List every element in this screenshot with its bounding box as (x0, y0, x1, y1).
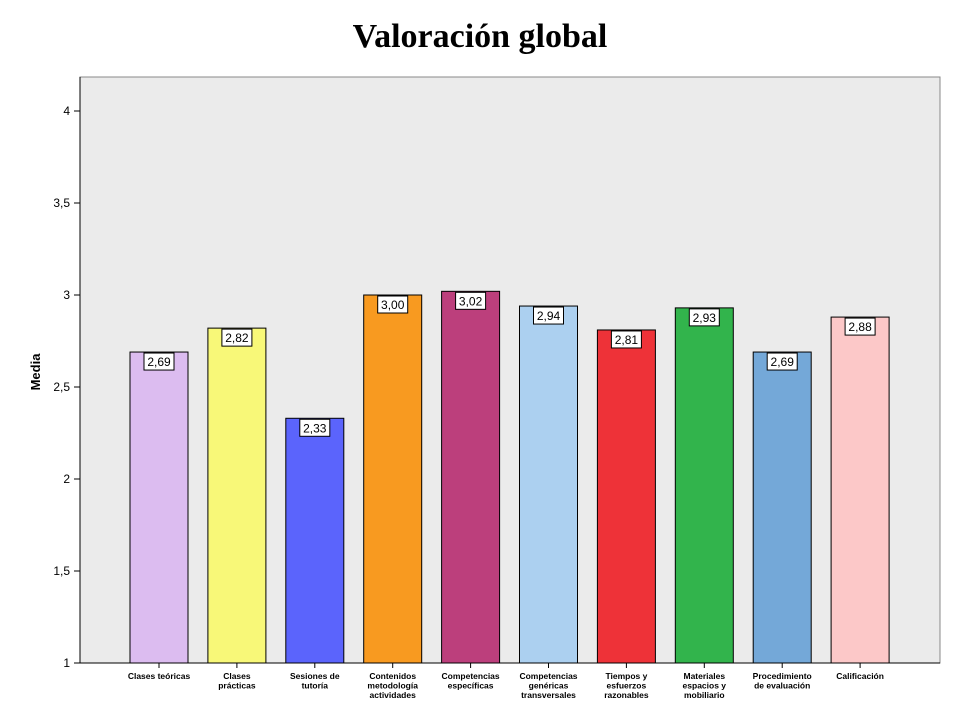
value-label: 2,94 (537, 309, 561, 323)
y-tick-label: 2,5 (53, 380, 70, 394)
value-label-box (299, 418, 331, 437)
bar (830, 316, 890, 664)
value-label: 2,81 (615, 333, 639, 347)
y-tick-label: 3 (63, 288, 70, 302)
value-label: 2,33 (303, 421, 327, 435)
category-label: Sesiones de tutoría (290, 671, 340, 691)
bar (363, 294, 423, 664)
value-label: 2,69 (771, 355, 795, 369)
value-label-box (455, 291, 487, 310)
bar (519, 305, 578, 664)
category-label: Tiempos y esfuerzos razonables (604, 671, 649, 700)
bar (596, 329, 656, 664)
y-axis-label: Media (28, 353, 43, 391)
value-label: 2,88 (848, 320, 872, 334)
value-label-box (844, 317, 876, 336)
y-tick-label: 4 (63, 104, 70, 118)
value-label-box (221, 328, 253, 347)
category-label: Calificación (836, 671, 884, 681)
value-label-box (377, 295, 409, 314)
value-label-box (533, 306, 564, 325)
value-label-box (688, 308, 720, 327)
category-label: Procedimiento de evaluación (753, 671, 812, 691)
chart-title: Valoración global (352, 18, 608, 55)
value-label: 2,69 (147, 355, 171, 369)
category-label: Clases prácticas (218, 671, 256, 691)
y-tick-label: 1,5 (53, 564, 70, 578)
value-label-box (766, 352, 798, 371)
category-label: Materiales espacios y mobiliario (683, 671, 727, 700)
value-label: 2,93 (693, 311, 717, 325)
category-label: Competencias genéricas transversales (519, 671, 577, 700)
value-label: 3,02 (459, 294, 483, 308)
value-label-box (610, 330, 642, 349)
bar (752, 351, 812, 664)
bar (674, 307, 734, 664)
category-label: Clases teóricas (128, 671, 191, 681)
bar (207, 327, 267, 664)
y-tick-label: 2 (63, 472, 70, 486)
bar (285, 417, 345, 664)
value-label: 3,00 (381, 298, 405, 312)
y-tick-label: 3,5 (53, 196, 70, 210)
y-tick-label: 1 (63, 656, 70, 670)
value-label: 2,82 (225, 331, 249, 345)
value-label-box (143, 352, 175, 371)
bar (129, 351, 189, 664)
category-label: Competencias específicas (442, 671, 500, 691)
category-label: Contenidos metodología actividades (367, 671, 418, 700)
bar (441, 290, 501, 664)
